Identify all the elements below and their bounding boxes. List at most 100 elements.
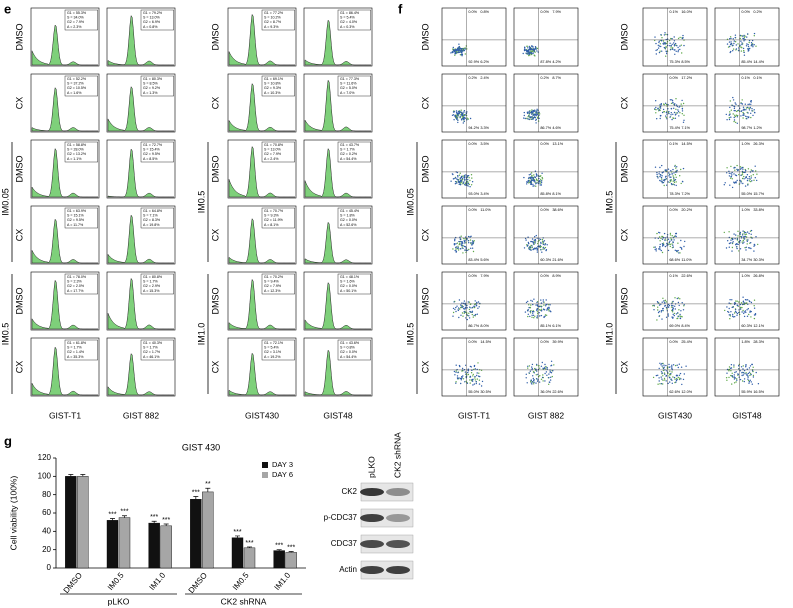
event-dot: [536, 315, 539, 317]
quadrant-value: 83.4%: [468, 258, 479, 262]
event-dot: [752, 374, 755, 377]
event-dot: [745, 107, 748, 109]
event-dot: [672, 48, 674, 50]
event-dot: [543, 240, 546, 242]
event-dot: [752, 174, 754, 176]
event-dot: [746, 36, 748, 38]
event-dot: [677, 312, 679, 314]
event-dot: [467, 235, 470, 238]
event-dot: [669, 49, 672, 51]
event-dot: [670, 108, 673, 110]
event-dot: [736, 179, 738, 182]
event-dot: [458, 174, 461, 176]
error-bar: [288, 551, 294, 553]
event-dot: [658, 380, 660, 382]
event-dot: [463, 114, 466, 116]
event-dot: [726, 172, 728, 174]
event-dot: [750, 381, 752, 383]
event-dot: [680, 103, 682, 105]
stats-text: A = 15.3%: [143, 289, 160, 293]
event-dot: [532, 118, 535, 120]
event-dot: [465, 184, 467, 186]
event-dot: [535, 175, 538, 177]
event-dot: [472, 242, 474, 244]
event-dot: [667, 315, 670, 317]
stats-box: [337, 339, 371, 361]
quadrant-value: 68.6%: [669, 258, 680, 262]
event-dot: [657, 306, 659, 308]
stats-text: A = 11.7%: [67, 223, 84, 227]
event-dot: [657, 177, 659, 179]
event-dot: [663, 103, 665, 105]
event-dot: [731, 246, 734, 249]
event-dot: [549, 379, 552, 381]
histogram-plot: G1 = 48.1%S = 1.6%G2 = 0.0%A = 50.1%: [303, 271, 373, 331]
histogram-plot: G1 = 40.3%S = 1.7%G2 = 1.7%A = 46.1%: [106, 337, 176, 397]
event-dot: [462, 315, 464, 317]
event-dot: [470, 184, 473, 186]
event-dot: [465, 364, 467, 366]
event-dot: [528, 52, 530, 55]
event-dot: [668, 366, 670, 368]
event-dot: [454, 308, 456, 311]
event-dot: [680, 182, 682, 185]
stats-box: [337, 273, 371, 295]
event-dot: [675, 184, 677, 187]
event-dot: [734, 174, 737, 176]
event-dot: [653, 309, 655, 311]
event-dot: [540, 365, 543, 367]
event-dot: [670, 239, 673, 241]
event-dot: [527, 365, 529, 367]
event-dot: [455, 246, 457, 248]
event-dot: [464, 371, 467, 373]
event-dot: [530, 304, 532, 306]
event-dot: [455, 370, 457, 372]
event-dot: [729, 318, 731, 320]
event-dot: [458, 240, 460, 243]
event-dot: [683, 119, 685, 122]
quadrant-value: 78.3%: [669, 192, 680, 196]
event-dot: [751, 180, 753, 182]
event-dot: [535, 48, 537, 50]
quadrant-value: 8.0%: [480, 324, 489, 328]
plot-frame: [441, 7, 507, 67]
plot-frame: [513, 205, 579, 265]
event-dot: [476, 301, 478, 304]
event-dot: [661, 111, 664, 114]
histogram: [304, 147, 371, 198]
y-axis-label: Cell viability (100%): [8, 476, 18, 551]
histogram-plot: G1 = 43.7%S = 1.7%G2 = 0.2%A = 54.4%: [303, 139, 373, 199]
event-dot: [665, 115, 667, 117]
event-dot: [669, 243, 671, 245]
event-dot: [544, 363, 546, 366]
x-tick-label: IM0.5: [231, 570, 251, 592]
event-dot: [680, 168, 682, 171]
event-dot: [673, 184, 676, 186]
histogram: [304, 349, 371, 396]
scatter-plot: 0.0% 13.1%85.8% 8.1%: [513, 139, 579, 199]
event-dot: [467, 371, 469, 374]
blot-band: [360, 514, 384, 522]
event-dot: [677, 376, 679, 379]
event-dot: [658, 310, 660, 313]
histogram: [31, 346, 98, 396]
event-dot: [538, 239, 540, 242]
y-tick-label: 120: [38, 453, 52, 462]
event-dot: [464, 242, 466, 244]
scatter-plot: 1.0% 26.3%55.0% 15.7%: [714, 139, 780, 199]
event-dot: [536, 316, 538, 319]
event-dot: [464, 182, 467, 185]
stats-text: G1 = 58.8%: [67, 143, 87, 147]
event-dot: [663, 366, 665, 368]
event-dot: [662, 362, 664, 365]
bar: [273, 550, 285, 569]
quadrant-value: 60.3%: [741, 324, 752, 328]
event-dot: [678, 304, 680, 307]
event-dot: [668, 375, 670, 377]
event-dot: [472, 384, 474, 386]
event-dot: [750, 169, 752, 171]
event-dot: [660, 249, 662, 252]
event-dot: [479, 375, 481, 378]
event-dot: [746, 368, 748, 370]
event-dot: [748, 176, 751, 178]
